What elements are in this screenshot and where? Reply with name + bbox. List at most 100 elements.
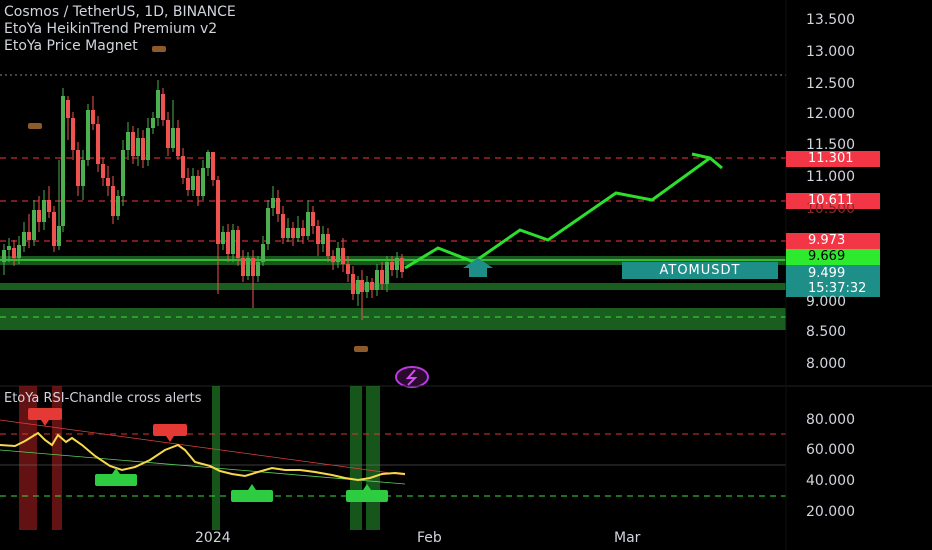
candle-body — [176, 128, 180, 156]
time-axis-label: Feb — [417, 530, 442, 546]
candle-body — [12, 248, 16, 258]
candle-body — [2, 250, 6, 262]
buy-signal-flag-1[interactable] — [95, 468, 137, 486]
buy-signal-flag-3[interactable] — [346, 484, 388, 502]
support-zone-mid — [0, 283, 786, 290]
candle-body — [380, 270, 384, 284]
candle-body — [311, 212, 315, 226]
price-tag-bg-r1 — [786, 151, 880, 167]
price-tag-bg-s1 — [786, 249, 880, 265]
candle-body — [321, 234, 325, 244]
chart-title[interactable]: Cosmos / TetherUS, 1D, BINANCE — [4, 4, 236, 20]
candle-body — [385, 262, 389, 284]
candle-body — [351, 274, 355, 294]
indicator-legend-2[interactable]: EtoYa Price Magnet — [4, 38, 138, 54]
price-axis-label: 11.500 — [806, 137, 855, 153]
candle-body — [356, 280, 360, 294]
candle-body — [251, 258, 255, 276]
lightning-icon[interactable] — [395, 366, 429, 388]
candle-body — [365, 282, 369, 292]
candle-body — [146, 128, 150, 160]
candle-body — [336, 248, 340, 262]
candle-body — [201, 168, 205, 196]
candle-body — [341, 248, 345, 264]
candle-body — [156, 90, 160, 118]
rsi-axis-label: 60.000 — [806, 442, 855, 458]
forecast-path — [404, 156, 711, 270]
candle-body — [316, 226, 320, 244]
rsi-zone-green-2 — [350, 386, 362, 530]
price-axis-label: 13.000 — [806, 44, 855, 60]
rsi-zone-green-3 — [366, 386, 380, 530]
rsi-zone-red-2 — [52, 386, 62, 530]
rsi-trendline-red — [0, 419, 406, 476]
candle-body — [27, 232, 31, 240]
candle-body — [131, 132, 135, 156]
rsi-zone-red-1 — [19, 386, 37, 530]
candle-body — [301, 228, 305, 236]
indicator-legend-1[interactable]: EtoYa HeikinTrend Premium v2 — [4, 21, 218, 37]
price-axis-label: 8.000 — [806, 356, 847, 372]
candle-body — [286, 228, 290, 238]
rsi-axis-label: 40.000 — [806, 473, 855, 489]
candle-body — [256, 262, 260, 276]
candle-body — [101, 164, 105, 178]
candle-body — [211, 152, 215, 180]
candle-body — [221, 232, 225, 244]
rsi-trendline-green — [0, 449, 406, 485]
candle-body — [196, 176, 200, 196]
price-tag-bg-r2 — [786, 193, 880, 209]
magnet-marker-1 — [152, 46, 166, 52]
support-price-tag[interactable]: 9.669 — [808, 249, 846, 264]
candle-body — [166, 120, 170, 148]
candle-body — [246, 258, 250, 276]
resistance-price-tag[interactable]: 9.973 — [808, 233, 846, 248]
resistance-price-tag[interactable]: 10.611 — [808, 193, 854, 208]
candle-body — [86, 110, 90, 160]
candle-body — [57, 226, 61, 246]
time-axis-label: Mar — [614, 530, 641, 546]
candle-body — [111, 186, 115, 216]
candle-body — [151, 118, 155, 128]
candle-body — [281, 214, 285, 238]
candle-body — [81, 160, 85, 186]
candle-body — [52, 212, 56, 246]
price-axis-label: 9.000 — [806, 294, 847, 310]
candle-body — [161, 94, 165, 120]
sell-signal-flag-1[interactable] — [28, 408, 62, 426]
candle-body — [76, 150, 80, 186]
candle-body — [326, 234, 330, 256]
candle-body — [296, 228, 300, 238]
candle-body — [17, 245, 21, 258]
candle-body — [226, 232, 230, 254]
candle-body — [66, 100, 70, 118]
buy-signal-flag-2[interactable] — [231, 484, 273, 502]
candle-body — [231, 230, 235, 254]
candle-body — [360, 280, 364, 292]
current-price-tag[interactable]: 9.499 — [808, 266, 846, 281]
candle-body — [291, 228, 295, 238]
rsi-axis-label: 80.000 — [806, 412, 855, 428]
price-axis-label: 8.500 — [806, 324, 847, 340]
candle-body — [126, 132, 130, 150]
symbol-tag[interactable]: ATOMUSDT — [622, 262, 778, 279]
candle-body — [346, 264, 350, 274]
candle-body — [276, 198, 280, 214]
candle-body — [7, 246, 11, 250]
candle-body — [141, 138, 145, 160]
price-axis-label: 12.000 — [806, 106, 855, 122]
sell-signal-flag-2[interactable] — [153, 424, 187, 442]
rsi-panel-title[interactable]: EtoYa RSI-Chandle cross alerts — [4, 391, 202, 406]
price-tag-bg-current — [786, 265, 880, 297]
resistance-price-tag[interactable]: 11.301 — [808, 151, 854, 166]
up-arrow-icon — [463, 258, 493, 277]
forecast-arrow-head — [691, 152, 723, 170]
support-zone-lower — [0, 308, 786, 330]
candle-body — [171, 128, 175, 148]
candle-body — [42, 200, 46, 222]
candle-body — [37, 210, 41, 222]
candle-body — [395, 258, 399, 270]
candle-body — [206, 152, 210, 168]
candle-body — [186, 178, 190, 190]
